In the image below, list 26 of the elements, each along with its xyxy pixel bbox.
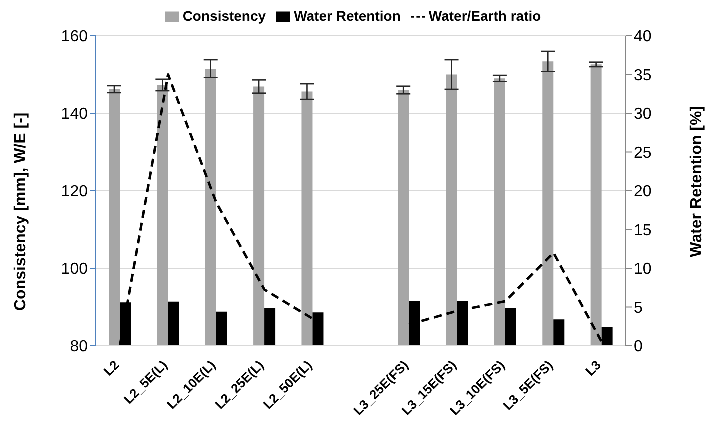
y2-tick-label: 10 <box>634 261 652 278</box>
x-tick-label: L3 <box>582 358 604 379</box>
legend-label: Consistency <box>182 8 266 24</box>
legend-label: Water Retention <box>294 8 401 24</box>
bar <box>505 308 516 346</box>
y-tick-label: 80 <box>70 338 88 356</box>
y-tick-label: 160 <box>61 28 88 46</box>
bar <box>216 312 228 346</box>
y-tick-label: 100 <box>61 261 88 278</box>
bar <box>554 320 565 346</box>
x-tick-label: L2 <box>100 358 122 379</box>
y2-tick-label: 25 <box>634 144 652 162</box>
y2-tick-label: 35 <box>634 67 652 84</box>
bar <box>168 302 180 346</box>
y-tick-label: 140 <box>61 106 88 124</box>
bar <box>264 308 276 346</box>
y-axis-title: Consistency [mm], W/E [-] <box>12 112 30 311</box>
y2-tick-label: 40 <box>634 28 652 46</box>
legend-label: Water/Earth ratio <box>428 8 542 24</box>
y2-axis-title: Water Retention [%] <box>688 106 706 258</box>
y2-tick-label: 15 <box>634 222 652 240</box>
y-tick-label: 120 <box>61 184 88 201</box>
y2-tick-label: 0 <box>634 338 643 356</box>
y2-tick-label: 30 <box>634 106 652 124</box>
y2-tick-label: 5 <box>634 300 643 317</box>
y2-tick-label: 20 <box>634 184 652 201</box>
